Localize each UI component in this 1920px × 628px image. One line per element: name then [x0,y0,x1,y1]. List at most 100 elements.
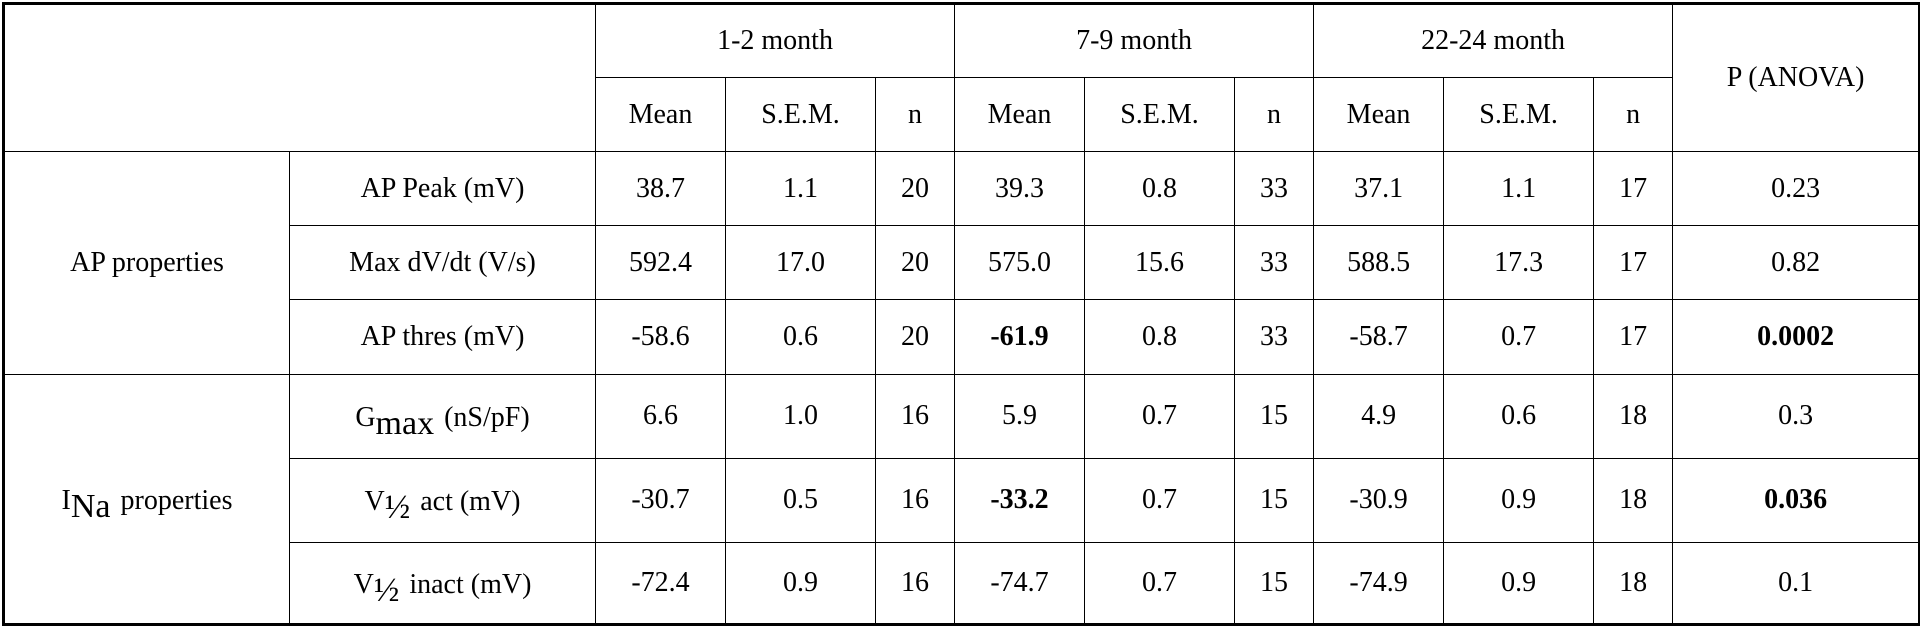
group-header: 1-2 month [594,2,956,79]
cell: 17 [1593,151,1674,227]
cell: 0.6 [725,299,876,375]
cell: 1.1 [1443,151,1595,227]
sub-header-n: n [1234,77,1315,153]
cell: -30.9 [1313,457,1445,543]
cell: 38.7 [595,151,726,227]
cell: 33 [1234,151,1315,227]
cell: 20 [874,225,956,301]
row-label: V½ inact (mV) [289,541,596,626]
label-main: V [353,568,374,600]
cell: 17 [1593,299,1674,375]
cell: 0.9 [725,541,876,626]
cell: 15.6 [1084,225,1236,301]
cell: 4.9 [1313,373,1445,459]
label-rest: act (mV) [420,486,521,518]
group-header: 22-24 month [1313,2,1674,79]
cell: 15 [1234,373,1315,459]
sub-header-n: n [1593,77,1674,153]
cell: 0.7 [1443,299,1595,375]
cell: 0.8 [1084,151,1236,227]
row-label: Gmax (nS/pF) [289,373,596,459]
cell: 575.0 [954,225,1086,301]
table-row: V½ inact (mV) -72.4 0.9 16 -74.7 0.7 15 -… [4,541,1920,626]
cell: 0.7 [1084,541,1236,626]
cell: 1.1 [725,151,876,227]
section-label-ina: INa properties [3,373,290,626]
cell: 0.9 [1443,541,1595,626]
cell: 0.8 [1084,299,1236,375]
cell-significant: -61.9 [954,299,1086,375]
table-row: Max dV/dt (V/s) 592.4 17.0 20 575.0 15.6… [4,225,1920,301]
cell: 15 [1234,541,1315,626]
sub-header-sem: S.E.M. [725,77,876,153]
sub-header-mean: Mean [954,77,1086,153]
label-main: G [355,402,376,434]
cell: 20 [874,151,956,227]
table-row: AP thres (mV) -58.6 0.6 20 -61.9 0.8 33 … [4,299,1920,375]
label-subscript: ½ [373,571,400,609]
section-label-ap: AP properties [3,151,290,375]
label-rest: properties [120,484,233,516]
cell: 16 [874,457,956,543]
cell: 0.9 [1443,457,1595,543]
sub-header-mean: Mean [1313,77,1445,153]
label-main: V [364,486,385,518]
label-subscript: max [375,405,435,443]
cell: 0.6 [1443,373,1595,459]
p-value: 0.1 [1672,541,1920,626]
cell: 15 [1234,457,1315,543]
sub-header-sem: S.E.M. [1084,77,1236,153]
cell: 5.9 [954,373,1086,459]
p-value-significant: 0.0002 [1672,299,1920,375]
cell: 18 [1593,373,1674,459]
row-label: Max dV/dt (V/s) [289,225,596,301]
sub-header-mean: Mean [595,77,726,153]
sub-header-sem: S.E.M. [1443,77,1595,153]
table-row: INa properties Gmax (nS/pF) 6.6 1.0 16 5.9… [3,373,1920,626]
group-header: 7-9 month [954,2,1315,79]
cell: 18 [1593,541,1674,626]
cell-significant: -33.2 [954,457,1086,543]
cell: 20 [874,299,956,375]
cell: 0.7 [1084,373,1236,459]
label-main: I [61,484,71,516]
cell: -74.9 [1313,541,1445,626]
cell: 17 [1593,225,1674,301]
cell: 16 [874,373,956,459]
cell: 39.3 [954,151,1086,227]
cell: 1.0 [725,373,876,459]
sub-header-n: n [874,77,956,153]
row-label: AP Peak (mV) [289,151,596,227]
cell: 0.5 [725,457,876,543]
header-row-groups: 1-2 month 7-9 month 22-24 month P (ANOVA… [3,2,1920,153]
cell: 17.3 [1443,225,1595,301]
cell: -58.7 [1313,299,1445,375]
header-row-sub: Mean S.E.M. n Mean S.E.M. n Mean S.E.M. … [4,77,1920,153]
label-subscript: ½ [384,489,411,527]
p-value: 0.82 [1672,225,1920,301]
cell: -74.7 [954,541,1086,626]
label-rest: (nS/pF) [444,402,530,434]
cell: 592.4 [595,225,726,301]
p-value-significant: 0.036 [1672,457,1920,543]
cell: 588.5 [1313,225,1445,301]
p-anova-header: P (ANOVA) [1672,2,1920,153]
corner-cell [3,2,596,153]
row-label: V½ act (mV) [289,457,596,543]
cell: 37.1 [1313,151,1445,227]
table-row: V½ act (mV) -30.7 0.5 16 -33.2 0.7 15 -30… [4,457,1920,543]
cell: 33 [1234,225,1315,301]
table-row: AP properties AP Peak (mV) 38.7 1.1 20 3… [3,151,1920,375]
cell: 33 [1234,299,1315,375]
cell: -30.7 [595,457,726,543]
cell: -58.6 [595,299,726,375]
cell: 0.7 [1084,457,1236,543]
p-value: 0.23 [1672,151,1920,227]
cell: 18 [1593,457,1674,543]
label-rest: inact (mV) [409,568,532,600]
cell: 17.0 [725,225,876,301]
label-subscript: Na [70,487,111,525]
cell: 6.6 [595,373,726,459]
cell: 16 [874,541,956,626]
